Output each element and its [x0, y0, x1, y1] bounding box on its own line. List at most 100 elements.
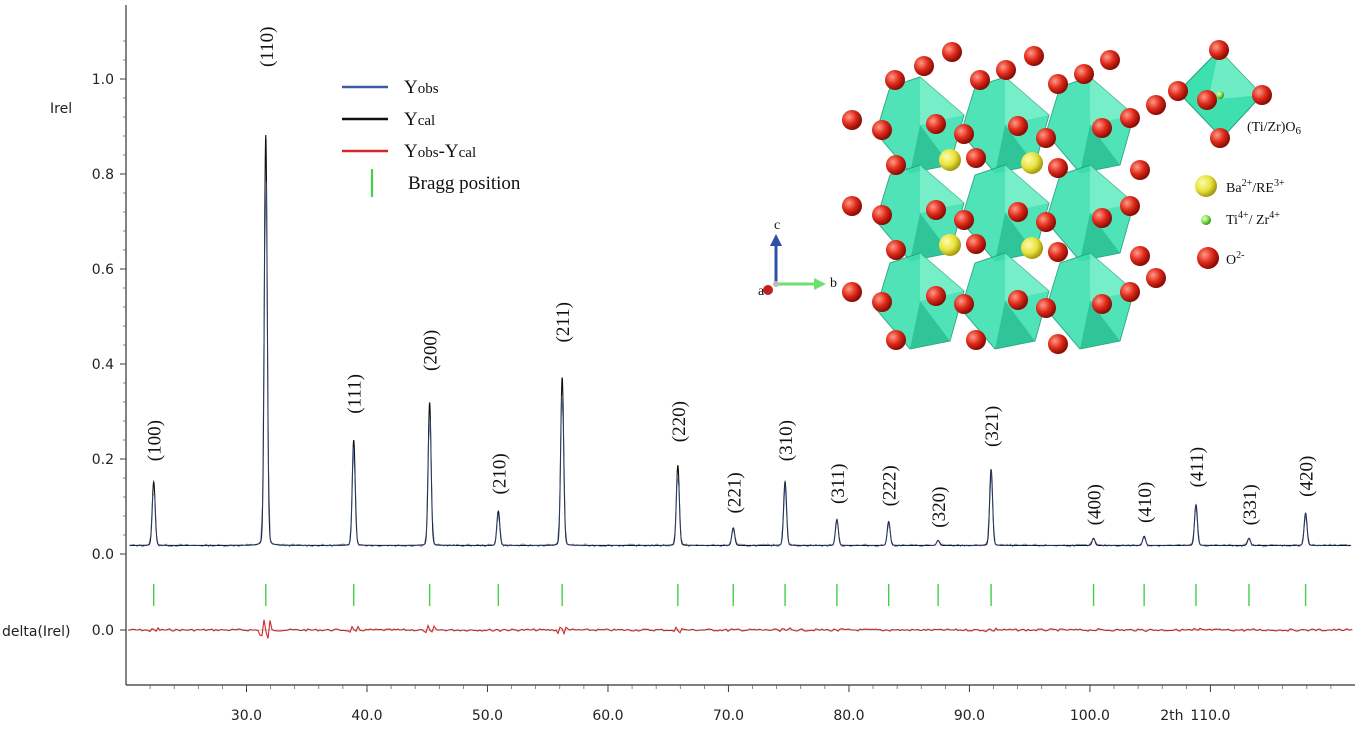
structure-legend-label: Ti4+/ Zr4+ [1226, 210, 1280, 228]
peak-label: (210) [489, 453, 510, 494]
oxygen-atom [1092, 118, 1112, 138]
legend-main: Y [404, 77, 418, 98]
octahedron-face [1005, 253, 1049, 301]
octahedron-label-main: (Ti/Zr)O [1247, 120, 1296, 135]
axes: 0.00.20.40.60.81.030.0 40.0 50.0 60.0 70.0 80… [50, 5, 1355, 724]
oxygen-atom [966, 234, 986, 254]
peak-label: (311) [828, 464, 849, 504]
oxygen-atom [1008, 202, 1028, 222]
octahedron-face [1080, 125, 1120, 173]
oxygen-atom [842, 282, 862, 302]
octahedron-face [920, 77, 964, 125]
octahedron-face [1005, 165, 1049, 213]
structure-legend-marker [1201, 215, 1211, 225]
observed-profile [129, 181, 1350, 548]
legend-item: Bragg position [370, 169, 521, 197]
calculated-profile [129, 134, 1351, 546]
octahedron-face [1005, 77, 1049, 125]
x-tick-label: 80.0 [833, 708, 864, 724]
legend-sub: obs [418, 145, 439, 161]
x-tick-label: 110.0 [1190, 708, 1230, 724]
legend-superscript: 4+ [1238, 210, 1249, 221]
legend-item: Yobs [342, 77, 439, 98]
oxygen-atom [1036, 128, 1056, 148]
axis-origin [773, 281, 779, 287]
y-axis-title: Irel [50, 101, 72, 117]
legend-main: Y [404, 109, 418, 130]
oxygen-atom [1048, 334, 1068, 354]
y-tick-label: 0.0 [92, 547, 114, 563]
legend-item: Yobs-Ycal [342, 141, 476, 162]
oxygen-atom [1008, 116, 1028, 136]
peak-label: (220) [669, 401, 690, 442]
oxygen-atom [1036, 212, 1056, 232]
oxygen-atom [1146, 268, 1166, 288]
legend-text: Ti [1226, 213, 1238, 228]
a-axis [763, 285, 773, 295]
structure-legend-label: Ba2+/RE3+ [1226, 178, 1285, 196]
oxygen-atom [1146, 95, 1166, 115]
oxygen-atom [1024, 46, 1044, 66]
oxygen-atom [1210, 128, 1230, 148]
legend-main: Y [404, 141, 418, 162]
x-tick-label: 60.0 [592, 708, 623, 724]
oxygen-atom [886, 240, 906, 260]
y-tick-label: 0.8 [92, 167, 114, 183]
delta-panel: delta(Irel) 0.0 [2, 619, 1353, 640]
y-tick-label: 0.6 [92, 262, 114, 278]
oxygen-atom [886, 155, 906, 175]
x-tick-label: 90.0 [954, 708, 985, 724]
legend-sub: cal [418, 113, 435, 129]
oxygen-atom [926, 200, 946, 220]
legend-text: O [1226, 253, 1236, 268]
x-tick-label: 70.0 [713, 708, 744, 724]
c-axis-head [770, 234, 782, 246]
b-axis-head [814, 278, 826, 290]
oxygen-atom [996, 60, 1016, 80]
octahedron-face [1080, 213, 1120, 261]
oxygen-atom [966, 330, 986, 350]
peak-label: (110) [257, 27, 278, 67]
bragg-ticks [153, 584, 1307, 606]
cation-atom [939, 234, 961, 256]
legend-label: Yobs [404, 77, 439, 98]
peak-label: (310) [776, 420, 797, 461]
x-tick-label: 50.0 [472, 708, 503, 724]
legend-text: /RE [1252, 181, 1274, 196]
delta-axis-title: delta(Irel) [2, 624, 70, 640]
legend-text: / Zr [1249, 213, 1270, 228]
diffraction-profile [129, 134, 1351, 548]
octahedron-face [1080, 301, 1120, 349]
isolated-octahedron-face [1208, 50, 1262, 100]
peak-label: (411) [1187, 447, 1208, 487]
delta-trace [127, 619, 1353, 639]
y-tick-label: 0.2 [92, 452, 114, 468]
oxygen-atom [1008, 290, 1028, 310]
octahedron-label-sub: 6 [1296, 125, 1302, 137]
oxygen-atom [1168, 81, 1188, 101]
oxygen-atom [1252, 85, 1272, 105]
structure-legend-label: O2- [1226, 250, 1244, 268]
oxygen-atom [1100, 50, 1120, 70]
peak-label: (211) [553, 302, 574, 342]
cation-atom [1021, 237, 1043, 259]
octahedron-face [995, 301, 1035, 349]
oxygen-atom [1092, 208, 1112, 228]
legend-text: Ba [1226, 181, 1242, 196]
delta-zero-label: 0.0 [92, 623, 114, 639]
ti-atom [1216, 91, 1224, 99]
y-tick-label: 0.4 [92, 357, 114, 373]
peak-label: (222) [880, 465, 901, 506]
oxygen-atom [1120, 196, 1140, 216]
oxygen-atom [1092, 294, 1112, 314]
oxygen-atom [1048, 158, 1068, 178]
legend-superscript: 2+ [1242, 178, 1253, 189]
oxygen-atom [885, 70, 905, 90]
legend-sub: obs [418, 81, 439, 97]
oxygen-atom [842, 110, 862, 130]
oxygen-atom [872, 120, 892, 140]
peak-label: (420) [1297, 456, 1318, 497]
b-axis-label: b [830, 276, 837, 291]
